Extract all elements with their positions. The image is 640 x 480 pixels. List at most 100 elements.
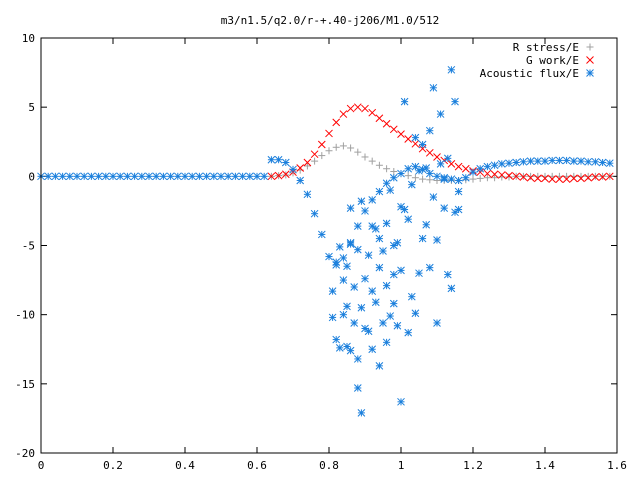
- x-tick-label: 1.2: [463, 459, 483, 472]
- data-point: [231, 172, 240, 181]
- data-point: [497, 171, 506, 179]
- data-point: [350, 319, 359, 327]
- data-point: [411, 309, 420, 318]
- data-point: [328, 313, 337, 322]
- x-tick-label: 1: [398, 459, 405, 472]
- data-point: [123, 172, 132, 181]
- data-point: [505, 171, 513, 180]
- data-point: [382, 219, 391, 228]
- data-point: [361, 207, 369, 215]
- data-point: [353, 103, 362, 112]
- data-point: [569, 174, 578, 183]
- data-point: [368, 157, 376, 165]
- data-point: [379, 247, 387, 255]
- data-point: [491, 174, 499, 182]
- data-point: [382, 179, 391, 188]
- data-point: [541, 174, 549, 183]
- data-point: [443, 154, 452, 163]
- data-point: [469, 168, 477, 177]
- data-point: [137, 172, 146, 181]
- data-point: [368, 287, 377, 296]
- legend-label: R stress/E: [513, 41, 579, 54]
- data-point: [181, 172, 189, 181]
- data-point: [289, 165, 297, 174]
- data-point: [393, 238, 402, 247]
- data-point: [80, 172, 89, 181]
- data-point: [397, 397, 405, 406]
- chart-title: m3/n1.5/q2.0/r-+.40-j206/M1.0/512: [221, 14, 440, 27]
- data-point: [332, 258, 341, 266]
- data-point: [73, 172, 81, 181]
- legend-marker: [586, 56, 594, 64]
- data-point: [303, 190, 312, 199]
- data-point: [461, 164, 470, 173]
- data-point: [407, 292, 416, 301]
- data-point: [382, 281, 391, 290]
- data-point: [562, 156, 571, 165]
- data-point: [346, 104, 355, 113]
- data-point: [447, 65, 456, 74]
- data-point: [476, 164, 485, 173]
- data-point: [361, 104, 369, 113]
- data-point: [382, 119, 391, 128]
- data-point: [296, 164, 305, 172]
- data-point: [173, 172, 182, 181]
- data-point: [166, 172, 175, 181]
- data-point: [404, 172, 412, 180]
- data-point: [371, 225, 380, 233]
- data-point: [429, 83, 438, 92]
- data-point: [354, 148, 362, 156]
- data-point: [386, 186, 395, 195]
- data-point: [591, 173, 600, 181]
- data-point: [454, 205, 463, 214]
- data-point: [386, 312, 395, 320]
- data-point: [101, 172, 110, 181]
- data-point: [519, 157, 528, 166]
- data-point: [447, 175, 456, 183]
- data-point: [346, 204, 355, 213]
- data-point: [598, 158, 607, 167]
- data-point: [310, 209, 319, 218]
- legend-marker: [586, 69, 594, 77]
- data-point: [260, 172, 269, 181]
- data-point: [224, 172, 233, 181]
- data-point: [303, 162, 311, 170]
- data-point: [332, 143, 340, 151]
- data-point: [404, 328, 413, 337]
- data-point: [353, 384, 362, 392]
- data-point: [483, 169, 492, 178]
- data-point: [443, 270, 452, 279]
- data-point: [382, 338, 391, 347]
- data-point: [584, 157, 593, 166]
- data-point: [555, 156, 564, 165]
- data-point: [339, 142, 347, 150]
- data-point: [303, 158, 312, 167]
- data-point: [483, 162, 492, 171]
- data-point: [311, 157, 319, 165]
- plot-frame: [40, 37, 618, 454]
- data-point: [188, 172, 197, 181]
- data-point: [415, 166, 423, 175]
- data-point: [389, 270, 398, 279]
- data-point: [440, 204, 449, 213]
- data-point: [393, 321, 402, 330]
- data-point: [418, 140, 427, 149]
- data-point: [390, 167, 398, 175]
- data-point: [383, 165, 391, 173]
- data-point: [533, 157, 542, 165]
- data-point: [555, 175, 564, 183]
- data-point: [94, 172, 103, 181]
- data-point: [454, 162, 463, 171]
- data-point: [145, 172, 153, 181]
- data-point: [389, 299, 398, 308]
- data-point: [397, 169, 405, 178]
- x-tick-label: 1.6: [607, 459, 627, 472]
- legend-label: Acoustic flux/E: [480, 67, 579, 80]
- data-point: [605, 172, 614, 181]
- data-point: [346, 238, 355, 247]
- data-point: [404, 215, 413, 224]
- data-point: [281, 158, 290, 167]
- data-point: [339, 254, 348, 262]
- data-point: [389, 125, 398, 134]
